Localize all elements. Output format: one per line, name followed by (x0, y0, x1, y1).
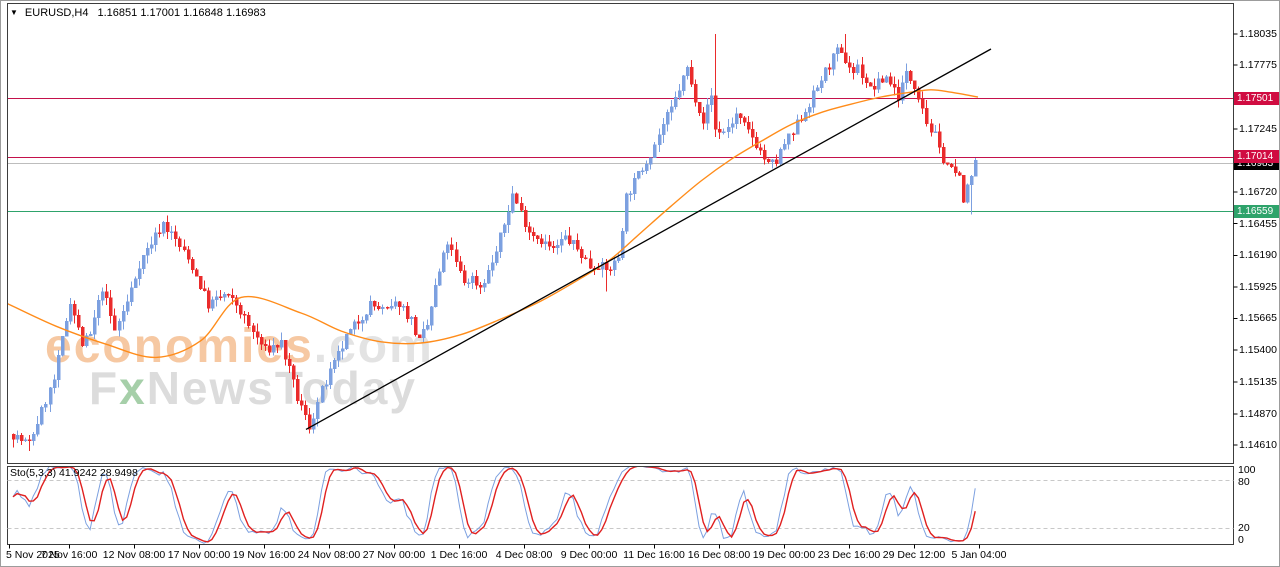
price-tick-label: 1.15400 (1239, 344, 1277, 357)
ohlc-quote-label: 1.16851 1.17001 1.16848 1.16983 (97, 7, 266, 19)
time-tick-label: 9 Dec 00:00 (560, 549, 618, 561)
symbol-period-label: EURUSD,H4 (24, 7, 89, 19)
price-tick-label: 1.15665 (1239, 312, 1277, 325)
price-tick-label: 1.17775 (1239, 59, 1277, 72)
price-tick-label: 1.18035 (1239, 28, 1277, 40)
watermark-brand: economies.com (45, 320, 434, 373)
price-tick-label: 1.14870 (1239, 407, 1277, 420)
time-tick-label: 23 Dec 16:00 (817, 549, 881, 561)
indicator-scale-label: 0 (1238, 534, 1244, 546)
price-badge: 1.17014 (1234, 150, 1279, 164)
indicator-scale-label: 100 (1238, 464, 1256, 476)
price-tick-label: 1.16455 (1239, 217, 1277, 230)
price-tick-label: 1.16720 (1239, 185, 1277, 198)
time-tick-label: 12 Nov 08:00 (102, 549, 166, 561)
indicator-scale-label: 80 (1238, 476, 1250, 488)
price-badge: 1.17501 (1234, 91, 1279, 105)
time-tick-label: 5 Jan 04:00 (951, 549, 1007, 561)
indicator-scale-label: 20 (1238, 522, 1250, 534)
moving-average-line[interactable] (7, 89, 979, 359)
trendline[interactable] (305, 48, 992, 430)
price-badge: 1.16559 (1234, 204, 1279, 218)
time-tick-label: 11 Dec 16:00 (623, 549, 685, 561)
indicator-label: Sto(5,3,3) 41.9242 28.9498 (10, 467, 138, 479)
stochastic-k-line (12, 467, 976, 544)
chevron-down-icon[interactable]: ▼ (10, 8, 18, 17)
main-pane-border (7, 3, 1234, 464)
time-tick-label: 24 Nov 08:00 (297, 549, 361, 561)
time-tick-label: 17 Nov 00:00 (167, 549, 231, 561)
time-tick-label: 5 Nov 2025 (6, 549, 60, 561)
price-tick-label: 1.17245 (1239, 122, 1277, 135)
chart-title: ▼ EURUSD,H4 1.16851 1.17001 1.16848 1.1698… (10, 7, 266, 19)
stochastic-d-line (12, 467, 976, 543)
time-tick-label: 16 Dec 08:00 (687, 549, 751, 561)
time-tick-label: 19 Dec 00:00 (752, 549, 816, 561)
time-tick-label: 29 Dec 12:00 (882, 549, 946, 561)
time-tick-label: 1 Dec 16:00 (430, 549, 488, 561)
price-tick-label: 1.16190 (1239, 249, 1277, 262)
candlestick-series (11, 34, 978, 451)
price-tick-label: 1.15135 (1239, 376, 1277, 388)
time-tick-label: 7 Nov 16:00 (40, 549, 98, 561)
watermark-tagline: FxNewsToday (89, 362, 417, 414)
time-tick-label: 19 Nov 16:00 (232, 549, 296, 561)
indicator-pane-border (7, 466, 1234, 545)
time-tick-label: 27 Nov 00:00 (362, 549, 426, 561)
time-tick-label: 4 Dec 08:00 (495, 549, 553, 561)
price-tick-label: 1.15925 (1239, 281, 1277, 294)
stochastic-series (12, 467, 976, 544)
price-tick-label: 1.14610 (1239, 439, 1277, 451)
